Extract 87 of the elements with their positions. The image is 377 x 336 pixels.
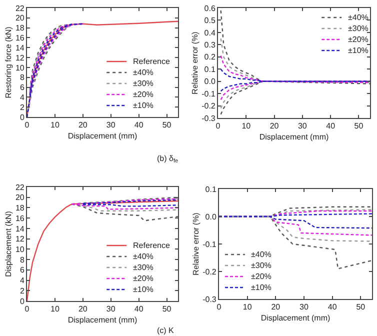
y-tick-label: 20	[15, 193, 25, 202]
y-tick-label: 0	[20, 112, 25, 122]
y-tick-label: 0.2	[204, 52, 216, 62]
legend-label: ±10%	[251, 283, 272, 292]
x-tick-label: 30	[106, 120, 116, 130]
y-tick-label: -0.1	[202, 240, 217, 249]
x-tick-label: 50	[354, 122, 364, 131]
text: (c) K	[157, 326, 175, 335]
x-tick-label: 10	[50, 120, 60, 130]
y-tick-label: 18	[15, 204, 25, 213]
legend-label: ±20%	[251, 272, 272, 281]
x-tick-label: 40	[326, 122, 336, 131]
legend-label: ±20%	[133, 90, 154, 99]
y-tick-label: 16	[15, 34, 25, 43]
legend-label: ±10%	[133, 285, 154, 294]
x-tick-label: 20	[270, 122, 280, 131]
y-tick-label: -0.2	[202, 102, 216, 111]
x-tick-label: 30	[300, 302, 309, 312]
x-axis-title: Displacement (mm)	[260, 314, 331, 323]
x-tick-label: 20	[78, 304, 88, 314]
x-tick-label: 20	[78, 120, 88, 130]
y-tick-label: -0.2	[202, 267, 217, 276]
y-tick-label: 10	[15, 244, 25, 254]
y-tick-label: 4	[20, 92, 25, 102]
legend-label: ±20%	[133, 274, 154, 283]
x-axis-title: Displacement (mm)	[68, 316, 138, 325]
y-tick-label: 22	[15, 182, 25, 192]
y-axis-title: Relative error (%)	[190, 31, 200, 94]
x-tick-label: 30	[106, 304, 116, 314]
y-tick-label: 14	[15, 224, 25, 234]
y-axis-title: Relative error (%)	[191, 212, 200, 276]
x-tick-label: 40	[328, 302, 338, 312]
legend-label: Reference	[133, 57, 170, 66]
y-tick-label: 0.4	[204, 28, 216, 38]
y-tick-label: 18	[15, 24, 25, 33]
legend-label: ±30%	[133, 79, 154, 88]
y-tick-label: 0.1	[205, 184, 217, 194]
y-tick-label: 12	[15, 234, 25, 244]
x-tick-label: 20	[271, 302, 281, 312]
y-tick-label: -0.3	[202, 114, 216, 123]
legend-label: ±40%	[348, 13, 368, 22]
y-tick-label: -0.1	[202, 89, 216, 98]
x-tick-label: 40	[134, 304, 144, 314]
legend-label: ±30%	[133, 263, 154, 272]
y-axis-title: Displacement (kN)	[4, 210, 14, 277]
legend-label: ±10%	[348, 46, 368, 55]
legend-label: Reference	[133, 241, 170, 250]
x-axis-title: Displacement (mm)	[68, 132, 138, 141]
legend-label: ±30%	[251, 261, 272, 270]
x-tick-label: 10	[50, 304, 60, 314]
legend-label: ±10%	[133, 101, 154, 110]
x-tick-label: 50	[162, 120, 172, 130]
y-tick-label: 2	[20, 102, 25, 112]
y-tick-label: 2	[20, 286, 25, 296]
y-tick-label: 6	[20, 266, 25, 275]
legend-label: ±30%	[348, 24, 368, 33]
y-tick-label: 6	[20, 83, 25, 92]
text: (b) δ$_{fe}$	[157, 154, 178, 165]
y-tick-label: 10	[15, 63, 25, 72]
y-tick-label: -0.3	[202, 294, 217, 304]
legend-label: ±40%	[251, 250, 272, 259]
y-tick-label: 0.0	[204, 77, 216, 86]
x-tick-label: 40	[134, 120, 144, 130]
y-tick-label: 14	[15, 43, 25, 52]
legend-label: ±40%	[133, 68, 154, 77]
y-tick-label: 4	[20, 276, 25, 286]
y-axis-title: Restoring force (kN)	[4, 26, 14, 98]
y-tick-label: 0.1	[204, 64, 216, 74]
x-tick-label: 50	[356, 302, 366, 312]
y-tick-label: 16	[15, 214, 25, 223]
y-tick-label: 20	[15, 14, 25, 23]
y-tick-label: 0	[20, 296, 25, 306]
y-tick-label: 0.3	[204, 40, 216, 50]
x-tick-label: 30	[298, 122, 308, 131]
y-tick-label: 8	[20, 73, 25, 82]
y-tick-label: 0.0	[205, 212, 217, 222]
x-tick-label: 50	[162, 304, 172, 314]
x-tick-label: 10	[242, 302, 252, 312]
x-tick-label: 10	[242, 122, 252, 131]
y-tick-label: 22	[15, 4, 25, 13]
legend-label: ±40%	[133, 252, 154, 261]
legend-label: ±20%	[348, 35, 368, 44]
y-tick-label: 0.5	[204, 16, 216, 26]
x-axis-title: Displacement (mm)	[259, 132, 330, 142]
y-tick-label: 0.6	[204, 4, 216, 13]
y-tick-label: 8	[20, 255, 25, 264]
y-tick-label: 12	[15, 53, 25, 62]
